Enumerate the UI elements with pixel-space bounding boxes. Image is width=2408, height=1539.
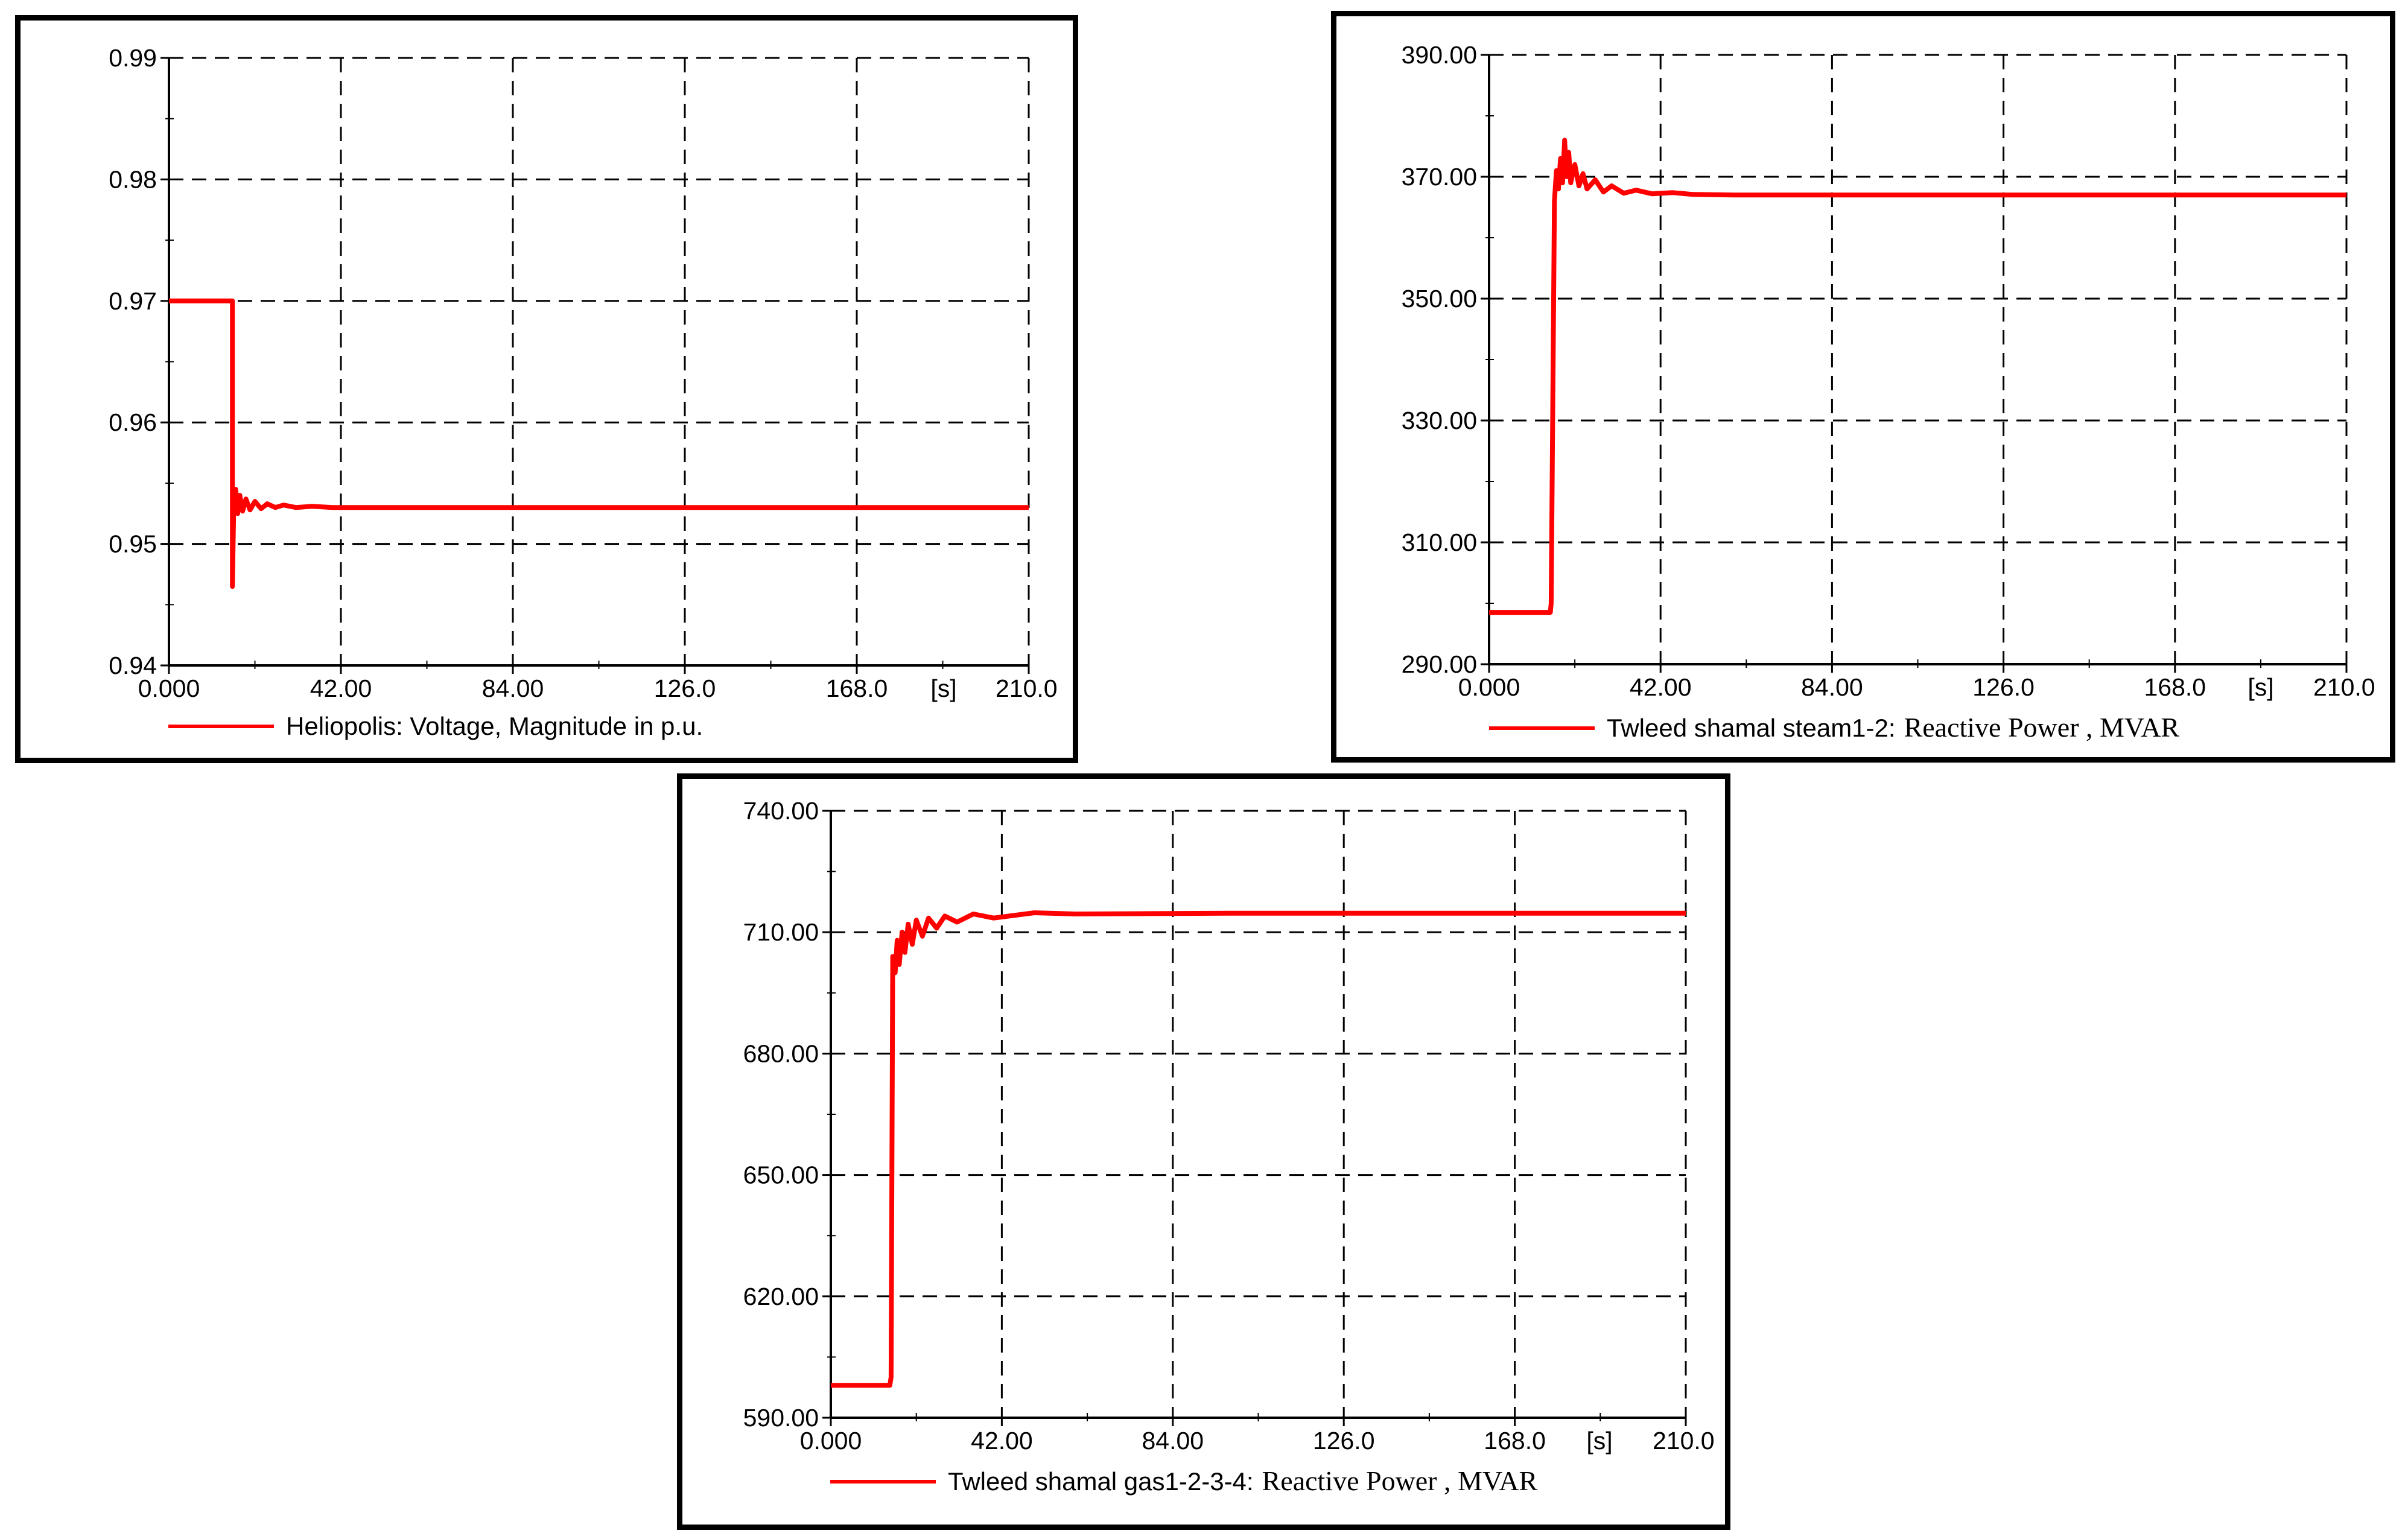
legend-label-source: Twleed shamal gas1-2-3-4: [948,1467,1254,1496]
legend-label-source: Heliopolis: Voltage, Magnitude in p.u. [286,712,703,740]
legend-label: Twleed shamal steam1-2: Reactive Power , … [1607,712,2179,743]
y-tick-label: 290.00 [1402,650,1477,678]
y-tick-label: 740.00 [743,797,819,825]
series-line [1489,138,2346,615]
y-tick-label: 650.00 [743,1161,819,1189]
x-tick-label: 84.00 [482,674,544,702]
x-tick-label: 210.0 [1653,1427,1715,1455]
x-tick-label: 42.00 [310,674,372,702]
x-tick-label: 42.00 [971,1427,1033,1455]
y-tick-label: 0.99 [109,44,157,72]
x-tick-label: 168.0 [2144,673,2206,701]
x-tick-label: 0.000 [138,674,200,702]
y-tick-label: 390.00 [1402,41,1477,69]
y-tick-label: 0.94 [109,652,157,679]
steam-reactive-power-panel: 290.00 310.00 330.00 350.00 370.00 390.00 0.00… [1331,11,2395,763]
legend-label: Twleed shamal gas1-2-3-4: Reactive Power … [948,1465,1537,1496]
legend-label-quantity: Reactive Power , MVAR [1904,712,2180,743]
legend-label: Heliopolis: Voltage, Magnitude in p.u. [286,712,703,740]
y-tick-label: 370.00 [1402,163,1477,191]
y-tick-label: 310.00 [1402,528,1477,556]
x-tick-label: 126.0 [654,674,716,702]
y-tick-label: 680.00 [743,1039,819,1067]
y-tick-label: 0.95 [109,530,157,558]
x-tick-label: 0.000 [800,1427,862,1455]
steam-reactive-power-chart: 290.00 310.00 330.00 350.00 370.00 390.00 0.00… [1402,41,2375,743]
x-unit-label: [s] [2248,673,2273,701]
y-tick-label: 0.97 [109,287,157,315]
x-tick-label: 210.0 [996,674,1058,702]
y-tick-label: 350.00 [1402,285,1477,313]
x-unit-label: [s] [1586,1427,1612,1455]
legend-label-quantity: Reactive Power , MVAR [1262,1465,1538,1496]
x-tick-label: 126.0 [1972,673,2035,701]
y-tick-label: 710.00 [743,918,819,946]
x-tick-label: 0.000 [1458,673,1520,701]
x-tick-label: 168.0 [826,674,888,702]
series-line [169,298,1029,589]
legend-label-source: Twleed shamal steam1-2: [1607,714,1896,742]
y-tick-label: 0.96 [109,408,157,436]
x-tick-label: 168.0 [1484,1427,1546,1455]
y-tick-label: 590.00 [743,1404,819,1432]
y-tick-label: 0.98 [109,165,157,193]
x-tick-label: 84.00 [1801,673,1863,701]
x-tick-label: 126.0 [1313,1427,1375,1455]
voltage-chart: 0.94 0.95 0.96 0.97 0.98 0.99 0.000 42.00 84.00 1… [109,44,1058,740]
gas-reactive-power-chart: 590.00 620.00 650.00 680.00 710.00 740.00 0.00… [743,797,1715,1496]
x-unit-label: [s] [930,674,956,702]
gas-reactive-power-panel: 590.00 620.00 650.00 680.00 710.00 740.00 0.00… [677,773,1730,1530]
series-line [831,910,1686,1388]
y-tick-label: 620.00 [743,1283,819,1310]
voltage-chart-panel: 0.94 0.95 0.96 0.97 0.98 0.99 0.000 42.00 84.00 1… [15,15,1078,763]
x-tick-label: 84.00 [1142,1427,1204,1455]
y-tick-label: 330.00 [1402,407,1477,434]
x-tick-label: 42.00 [1630,673,1692,701]
x-tick-label: 210.0 [2313,673,2375,701]
